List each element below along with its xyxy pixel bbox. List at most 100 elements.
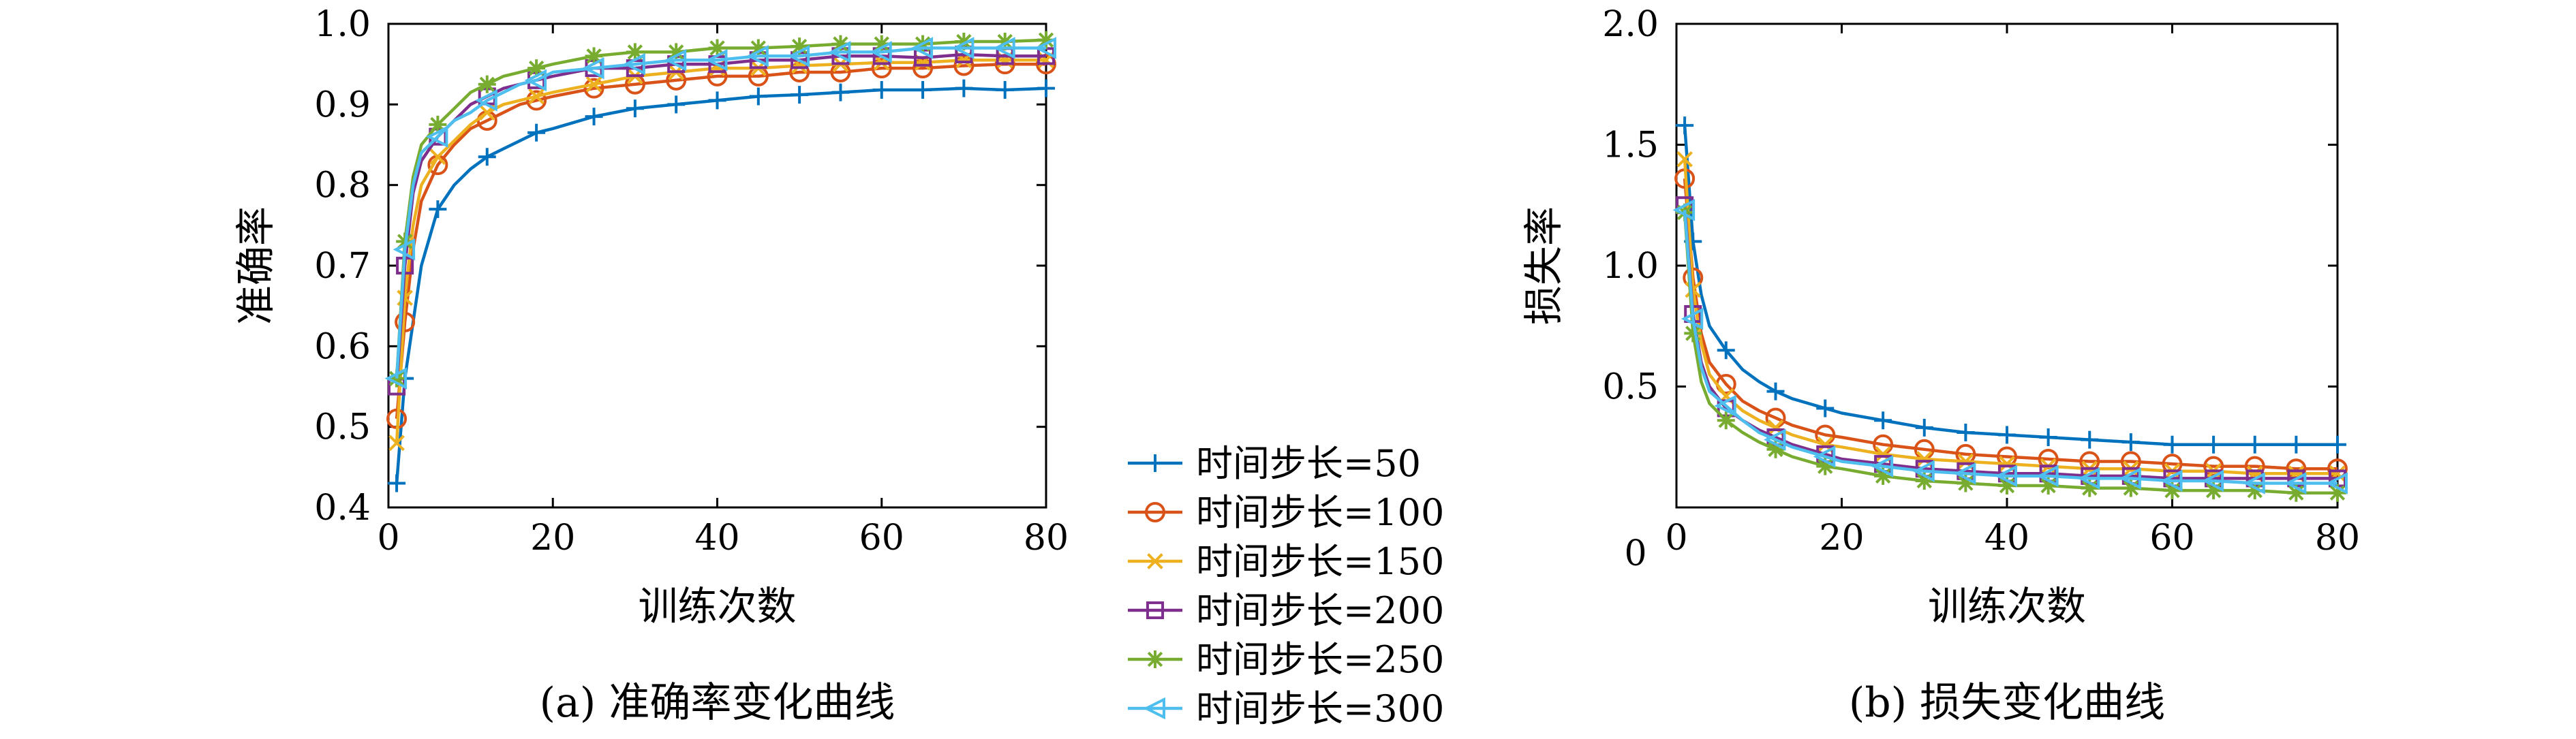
- data-point: [475, 89, 497, 112]
- data-point: [746, 45, 769, 67]
- legend-label: 时间步长=50: [1196, 442, 1421, 485]
- data-point: [1874, 411, 1892, 430]
- series-2: [1674, 168, 2348, 479]
- data-point: [1672, 199, 1696, 221]
- legend-item: 时间步长=150: [1128, 540, 1444, 583]
- data-point: [1816, 399, 1835, 418]
- x-tick-label: 60: [2149, 518, 2194, 559]
- data-point: [1676, 116, 1694, 135]
- data-point: [791, 86, 809, 104]
- data-point: [953, 55, 975, 76]
- x-tick-label: 40: [694, 518, 739, 559]
- y-tick-label: 2.0: [1602, 4, 1659, 45]
- data-point: [626, 99, 644, 118]
- legend-marker: [1147, 553, 1163, 569]
- data-point: [2119, 467, 2141, 490]
- x-axis-label: 训练次数: [1928, 583, 2086, 629]
- data-point: [1813, 445, 1836, 468]
- x-tick-label: 0: [377, 518, 399, 559]
- data-point: [2121, 479, 2140, 497]
- series-1: [1676, 116, 2346, 454]
- y-axis-label: 损失率: [1520, 206, 1567, 325]
- data-point: [2287, 435, 2305, 454]
- data-point: [1995, 465, 2017, 488]
- y-axis-label: 准确率: [232, 206, 279, 325]
- series-1: [388, 79, 1055, 492]
- legend-label: 时间步长=100: [1196, 491, 1444, 534]
- data-point: [388, 474, 406, 492]
- data-point: [787, 45, 810, 67]
- data-point: [429, 115, 447, 133]
- data-point: [993, 37, 1015, 59]
- data-point: [1676, 151, 1693, 168]
- data-point: [626, 43, 644, 61]
- legend-label: 时间步长=300: [1196, 687, 1444, 730]
- data-point: [667, 95, 686, 114]
- y-tick-label: 1.0: [314, 4, 371, 45]
- data-point: [1684, 324, 1702, 343]
- accuracy-chart: 0 20 40 60 80 0.4 0.5 0.6 0.7 0.8 0.9 1.0 训练次数 准确率 (a)…: [232, 4, 1069, 727]
- data-point: [2284, 472, 2307, 494]
- data-point: [585, 76, 602, 93]
- y-tick-label: 0.5: [314, 407, 371, 448]
- y-tick-label: 0.7: [314, 246, 371, 287]
- data-point: [1998, 426, 2016, 444]
- data-point: [2287, 484, 2305, 502]
- loss-chart: 0 20 40 60 80 0.5 1.0 1.5 2.0 训练次数 损失率 (b) 损失变化曲线 0: [1520, 4, 2360, 727]
- data-point: [2163, 435, 2181, 454]
- data-point: [2325, 472, 2348, 494]
- series-6: [1672, 199, 2348, 494]
- data-point: [951, 37, 975, 59]
- legend-item: 时间步长=200: [1128, 589, 1444, 632]
- series-line: [395, 87, 1047, 484]
- data-point: [1915, 471, 1933, 490]
- data-point: [2245, 435, 2264, 454]
- data-point: [585, 108, 603, 126]
- chart-caption: (b) 损失变化曲线: [1849, 679, 2165, 727]
- data-point: [828, 41, 851, 63]
- legend-label: 时间步长=150: [1196, 540, 1444, 583]
- data-point: [1874, 467, 1892, 485]
- data-point: [955, 33, 973, 51]
- series-4: [1676, 196, 2347, 488]
- data-point: [914, 81, 932, 99]
- data-point: [384, 367, 408, 390]
- series-line: [1683, 212, 2337, 494]
- data-point: [2205, 482, 2223, 500]
- data-point: [388, 435, 405, 452]
- data-point: [749, 39, 767, 57]
- data-point: [708, 39, 726, 57]
- data-point: [478, 148, 496, 166]
- data-point: [913, 58, 934, 79]
- series-line: [395, 46, 1046, 379]
- y-tick-label: 0.9: [314, 84, 371, 125]
- data-point: [872, 81, 891, 99]
- data-point: [1034, 37, 1056, 59]
- y-tick-label: 0.4: [314, 488, 371, 529]
- data-point: [582, 57, 604, 80]
- data-point: [527, 123, 546, 142]
- data-point: [2243, 472, 2265, 494]
- legend-label: 时间步长=200: [1196, 589, 1444, 632]
- data-point: [1037, 31, 1055, 49]
- data-point: [667, 43, 686, 61]
- data-point: [526, 90, 547, 111]
- data-point: [664, 49, 687, 72]
- legend: 时间步长=50 时间步长=100 时间步长=150 时间步长=200 时间步长=250 时…: [1128, 442, 1444, 730]
- x-tick-label: 20: [1819, 518, 1864, 559]
- x-tick-label: 80: [2315, 518, 2360, 559]
- series-3: [388, 52, 1054, 452]
- series-3: [1676, 151, 2346, 482]
- data-point: [1681, 307, 1704, 330]
- x-tick-label: 60: [859, 518, 904, 559]
- data-point: [1714, 394, 1736, 418]
- data-point: [2245, 482, 2264, 500]
- legend-label: 时间步长=250: [1196, 638, 1444, 681]
- data-point: [791, 37, 809, 56]
- data-point: [1766, 440, 1785, 458]
- legend-marker: [1146, 650, 1164, 668]
- data-point: [1912, 460, 1935, 482]
- data-point: [2163, 482, 2181, 500]
- legend-marker: [1145, 502, 1165, 522]
- data-point: [708, 91, 726, 110]
